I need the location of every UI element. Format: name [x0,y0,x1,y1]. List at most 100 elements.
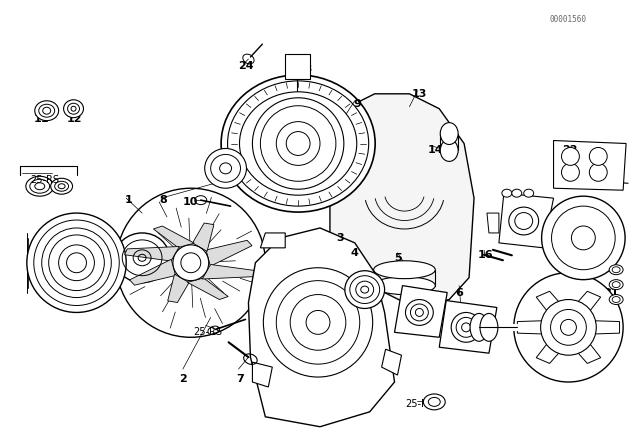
Text: 7: 7 [237,374,244,384]
Ellipse shape [26,177,54,196]
Ellipse shape [374,277,435,294]
Polygon shape [536,291,563,312]
Ellipse shape [509,207,539,235]
Text: 16: 16 [478,250,494,260]
Text: 1: 1 [124,195,132,205]
Circle shape [27,213,126,312]
Circle shape [561,319,577,335]
Ellipse shape [480,314,498,341]
Circle shape [173,245,209,280]
Ellipse shape [205,148,246,188]
Polygon shape [260,233,285,248]
Circle shape [561,147,579,165]
Text: 00001560: 00001560 [550,15,587,24]
Text: 22: 22 [562,146,577,155]
Ellipse shape [51,178,72,194]
Ellipse shape [609,294,623,305]
Polygon shape [517,321,542,334]
Ellipse shape [524,189,534,197]
Ellipse shape [35,101,59,121]
Text: 19: 19 [559,294,574,305]
Circle shape [263,268,372,377]
Circle shape [561,164,579,181]
Text: 17-RS: 17-RS [519,206,548,216]
Polygon shape [381,349,401,375]
Polygon shape [330,94,474,307]
Polygon shape [206,240,252,266]
Text: 3: 3 [336,233,344,243]
Ellipse shape [512,189,522,197]
Polygon shape [168,274,189,302]
Polygon shape [536,342,563,363]
Polygon shape [252,362,272,387]
Polygon shape [575,291,601,312]
Text: 9: 9 [354,99,362,109]
Ellipse shape [502,189,512,197]
Text: 6: 6 [455,288,463,297]
Text: 23: 23 [298,64,313,74]
Text: 10: 10 [183,197,198,207]
Polygon shape [125,246,179,261]
Ellipse shape [63,100,83,118]
Ellipse shape [609,280,623,289]
Circle shape [181,253,201,273]
Polygon shape [129,259,175,285]
Text: 25-RS: 25-RS [30,175,60,185]
Ellipse shape [423,394,445,410]
Polygon shape [188,278,228,300]
Text: 21: 21 [604,288,619,297]
Circle shape [589,164,607,181]
Ellipse shape [609,265,623,275]
Text: 11: 11 [34,114,49,124]
Ellipse shape [221,75,375,212]
Ellipse shape [374,261,435,279]
Text: 2: 2 [179,374,187,384]
Polygon shape [285,54,310,79]
Ellipse shape [451,312,481,342]
Circle shape [276,122,320,165]
Polygon shape [202,264,257,279]
Circle shape [67,253,86,273]
Ellipse shape [115,233,170,283]
Circle shape [42,228,111,297]
Circle shape [514,273,623,382]
Circle shape [541,300,596,355]
Polygon shape [552,218,563,238]
Polygon shape [499,193,554,248]
Circle shape [306,310,330,334]
Polygon shape [487,213,499,233]
Polygon shape [193,223,214,251]
Polygon shape [394,286,447,337]
Text: 18: 18 [602,225,618,235]
Text: 15: 15 [521,225,536,235]
Polygon shape [595,321,620,334]
Text: 24: 24 [237,61,253,71]
Ellipse shape [239,92,356,195]
Polygon shape [575,342,601,363]
Polygon shape [439,301,497,353]
Ellipse shape [440,123,458,145]
Text: 25-RS: 25-RS [193,327,222,337]
Circle shape [34,220,119,306]
Ellipse shape [345,271,385,309]
Ellipse shape [406,300,433,325]
Text: 8: 8 [159,195,167,205]
Circle shape [252,98,344,189]
Text: 20: 20 [586,258,601,268]
Text: 13: 13 [412,89,427,99]
Polygon shape [154,226,195,248]
Text: 25-RS: 25-RS [405,399,434,409]
Circle shape [541,196,625,280]
Circle shape [589,147,607,165]
Ellipse shape [470,314,488,341]
Polygon shape [554,141,626,190]
Text: 12: 12 [67,114,83,124]
Text: 14: 14 [428,146,443,155]
Polygon shape [248,228,394,427]
Ellipse shape [71,106,76,111]
Circle shape [49,235,104,291]
Circle shape [59,245,95,280]
Circle shape [116,188,266,337]
Ellipse shape [440,139,458,161]
Text: 4: 4 [351,248,359,258]
